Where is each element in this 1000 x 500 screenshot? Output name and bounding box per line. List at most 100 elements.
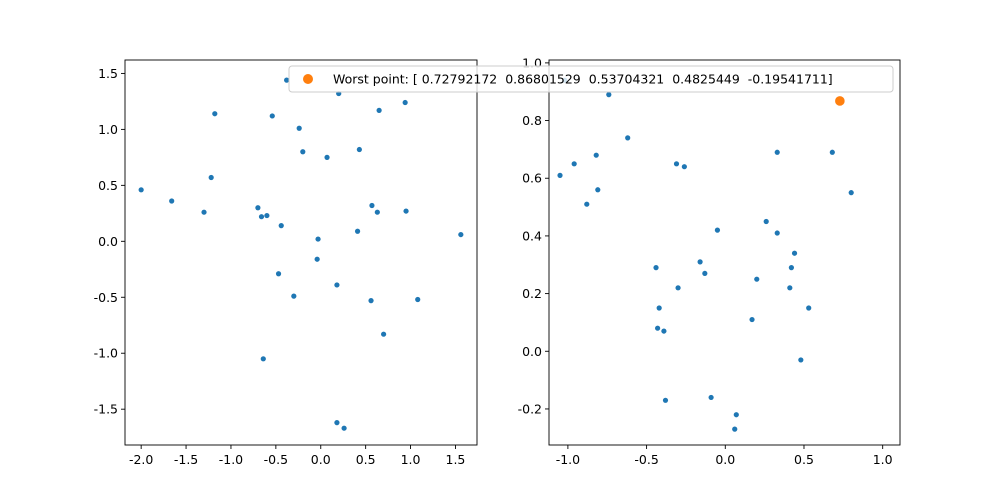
right-data-point [791, 250, 798, 256]
right-y-tick-label: -0.2 [518, 401, 542, 416]
left-data-point [403, 208, 409, 214]
right-data-point [754, 276, 760, 282]
left-data-point [269, 113, 275, 119]
legend-label: Worst point: [ 0.72792172 0.86801529 0.5… [333, 72, 833, 87]
right-data-point [593, 152, 599, 158]
left-data-point [458, 231, 464, 238]
left-x-tick-label: 1.5 [446, 452, 466, 467]
left-data-point [291, 293, 297, 299]
right-data-point [702, 270, 708, 277]
right-data-point [774, 230, 780, 236]
right-y-tick-label: 0.8 [522, 113, 542, 128]
left-x-tick-label: -1.5 [174, 452, 198, 467]
left-x-tick-label: -0.5 [264, 452, 288, 467]
left-data-point [275, 271, 282, 277]
right-data-point [806, 305, 812, 311]
left-data-point [354, 228, 361, 234]
left-data-point [324, 154, 330, 160]
right-y-tick-label: 0.6 [522, 171, 542, 186]
right-data-point [673, 161, 680, 167]
right-data-point [656, 305, 662, 311]
right-data-point [661, 328, 667, 334]
left-y-tick-label: -1.5 [94, 402, 118, 417]
right-data-point [595, 187, 601, 193]
left-data-point [264, 212, 270, 219]
right-data-point [733, 412, 739, 418]
left-data-point [284, 77, 290, 83]
right-data-point [653, 265, 659, 271]
left-data-point [296, 125, 302, 131]
right-y-tick-label: 0.2 [522, 286, 542, 301]
left-data-point [260, 356, 266, 362]
left-data-point [334, 420, 340, 426]
left-data-point [255, 205, 261, 211]
right-data-point [625, 135, 631, 141]
right-data-point [571, 161, 577, 167]
left-y-tick-label: 0.5 [98, 178, 118, 193]
right-data-point [848, 190, 854, 196]
right-data-point [557, 172, 563, 178]
left-data-point [381, 331, 387, 337]
left-data-point [138, 187, 144, 193]
left-x-tick-label: 0.0 [311, 452, 331, 467]
left-data-point [201, 209, 207, 215]
left-data-point [369, 202, 375, 209]
right-x-tick-label: -0.5 [634, 452, 658, 467]
right-y-tick-label: 0.0 [522, 344, 542, 359]
right-data-point [655, 325, 661, 331]
legend-marker-worst-point [303, 74, 313, 84]
right-data-point [606, 92, 612, 98]
left-data-point [314, 256, 320, 262]
left-x-tick-label: -2.0 [129, 452, 153, 467]
left-data-point [374, 209, 380, 215]
right-data-point [787, 285, 793, 291]
left-data-point [334, 282, 340, 288]
right-data-point [788, 265, 794, 271]
legend: Worst point: [ 0.72792172 0.86801529 0.5… [288, 65, 894, 93]
right-data-point [732, 426, 738, 432]
right-y-tick-label: 0.4 [522, 228, 542, 243]
left-data-point [402, 99, 408, 106]
left-x-tick-label: 1.0 [401, 452, 421, 467]
left-x-tick-label: -1.0 [219, 452, 243, 467]
right-data-point [708, 394, 714, 401]
left-data-point [315, 236, 321, 242]
left-y-tick-label: 0.0 [98, 234, 118, 249]
left-y-tick-label: 1.0 [98, 122, 118, 137]
legend-box [288, 65, 894, 93]
left-data-point [208, 174, 214, 181]
right-data-point [697, 259, 703, 265]
right-data-point [584, 201, 590, 207]
right-data-point [763, 218, 769, 225]
left-data-point [169, 198, 175, 204]
right-x-tick-label: -1.0 [556, 452, 580, 467]
left-data-point [368, 298, 374, 304]
right-x-tick-label: 0.0 [715, 452, 735, 467]
left-axes-frame [124, 59, 478, 446]
right-axes-frame [548, 59, 901, 446]
right-data-point [798, 357, 804, 363]
left-data-point [341, 425, 347, 431]
left-data-point [415, 296, 421, 303]
left-y-tick-label: -0.5 [94, 290, 118, 305]
right-data-point [675, 285, 681, 291]
left-x-tick-label: 0.5 [356, 452, 376, 467]
right-data-point [714, 227, 721, 233]
right-data-point [749, 316, 755, 323]
left-data-point [356, 146, 362, 153]
left-data-point [376, 107, 382, 113]
left-scatter-plot: -2.0 -1.5 -1.0 -0.5 0.0 0.5 1.0 1.5 -1.5 -1.0 -0.5… [94, 59, 478, 467]
right-x-tick-label: 1.0 [873, 452, 893, 467]
left-data-point [300, 149, 306, 155]
left-y-tick-label: -1.0 [94, 346, 118, 361]
left-data-point [258, 214, 265, 220]
left-y-tick-label: 1.5 [98, 66, 118, 81]
left-data-point [278, 223, 284, 229]
right-data-point [774, 149, 780, 155]
right-data-point [681, 164, 687, 170]
right-x-tick-label: 0.5 [794, 452, 814, 467]
right-scatter-plot: -1.0 -0.5 0.0 0.5 1.0-0.20.00.20.40.60.81.0 [518, 55, 901, 467]
right-data-point [829, 149, 835, 155]
right-worst-point-marker [835, 96, 845, 106]
